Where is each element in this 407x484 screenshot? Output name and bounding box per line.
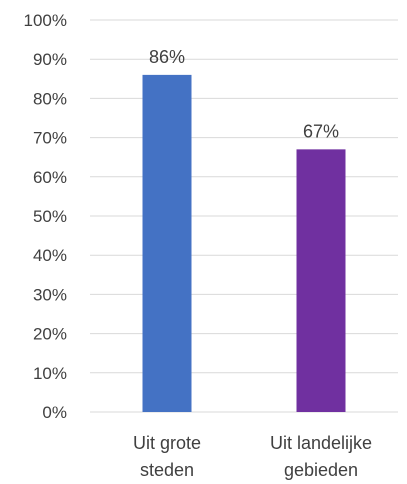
y-tick-label: 100% [24, 11, 67, 30]
y-tick-label: 70% [33, 129, 67, 148]
data-labels: 86% 67% [149, 47, 339, 141]
y-tick-label: 30% [33, 285, 67, 304]
y-tick-label: 40% [33, 246, 67, 265]
y-tick-label: 10% [33, 364, 67, 383]
y-axis-tick-labels: 0% 10% 20% 30% 40% 50% 60% 70% 80% 90% 100% [24, 11, 67, 422]
y-tick-label: 60% [33, 168, 67, 187]
y-tick-label: 50% [33, 207, 67, 226]
bars [142, 74, 346, 413]
bar [142, 74, 192, 412]
x-axis-category-labels: Uit grote steden Uit landelijke gebieden [133, 433, 372, 480]
category-label: Uit landelijke gebieden [270, 433, 372, 480]
y-tick-label: 0% [42, 403, 67, 422]
data-label: 86% [149, 47, 185, 67]
y-tick-label: 80% [33, 89, 67, 108]
category-label: Uit grote steden [133, 433, 201, 480]
y-tick-label: 20% [33, 325, 67, 344]
data-label: 67% [303, 121, 339, 141]
bar [296, 149, 346, 413]
y-tick-label: 90% [33, 50, 67, 69]
gridlines [90, 19, 398, 413]
